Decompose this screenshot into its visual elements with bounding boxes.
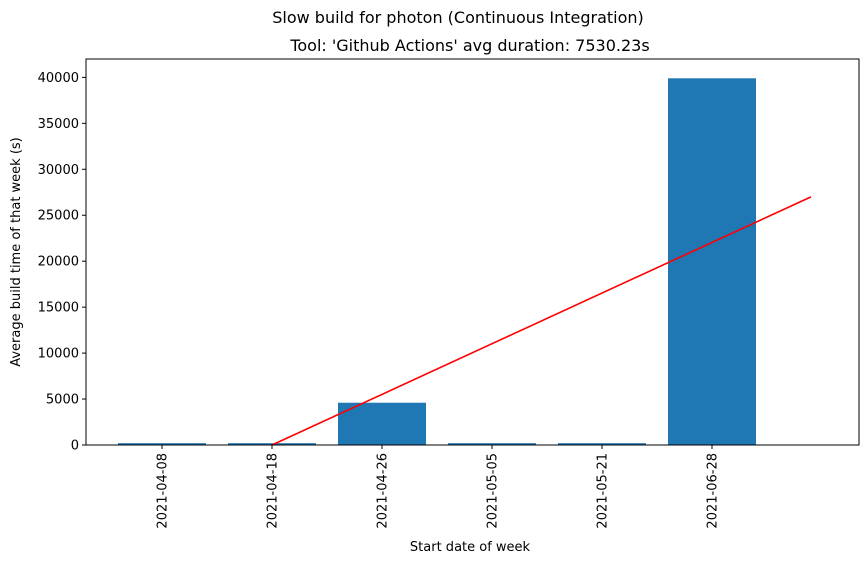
y-axis-label: Average build time of that week (s) [9, 137, 24, 367]
y-tick-label: 25000 [38, 209, 79, 224]
x-tick-label: 2021-04-08 [156, 453, 171, 529]
x-tick-label: 2021-05-05 [486, 453, 501, 529]
y-tick-label: 30000 [38, 163, 79, 178]
bar-2021-04-26 [338, 402, 426, 445]
trend-line-group [271, 196, 812, 446]
bar-2021-04-18 [228, 443, 316, 445]
bar-2021-06-28 [668, 78, 756, 446]
y-tick-label: 10000 [38, 347, 79, 362]
y-tick-label: 5000 [46, 393, 79, 408]
chart-suptitle: Slow build for photon (Continuous Integr… [272, 8, 644, 27]
bar-2021-05-21 [558, 443, 646, 445]
bar-2021-05-05 [448, 443, 536, 445]
x-tick-label: 2021-06-28 [706, 453, 721, 529]
y-tick-label: 0 [71, 439, 79, 454]
x-tick-label: 2021-05-21 [596, 453, 611, 529]
x-axis-label: Start date of week [410, 540, 531, 555]
y-tick-label: 35000 [38, 117, 79, 132]
chart-title: Tool: 'Github Actions' avg duration: 753… [289, 36, 649, 55]
bar-2021-04-08 [118, 443, 206, 445]
y-axis: 0 5000 10000 15000 20000 25000 30000 35000 40000 [38, 71, 86, 454]
y-tick-label: 15000 [38, 301, 79, 316]
y-tick-label: 40000 [38, 71, 79, 86]
y-tick-label: 20000 [38, 255, 79, 270]
plot-frame [85, 58, 860, 446]
x-tick-label: 2021-04-26 [376, 453, 391, 529]
x-axis: 2021-04-08 2021-04-18 2021-04-26 2021-05-05… [156, 445, 721, 529]
bars-group [118, 78, 756, 446]
trend-line [271, 196, 812, 446]
x-tick-label: 2021-04-18 [266, 453, 281, 529]
